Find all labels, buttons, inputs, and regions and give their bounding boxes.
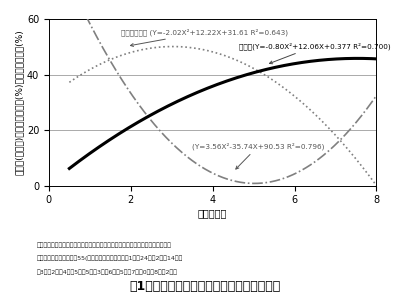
Y-axis label: 売上高(千万円)・公共補填割合(%)・赤字企業割合(%): 売上高(千万円)・公共補填割合(%)・赤字企業割合(%) (15, 30, 24, 175)
X-axis label: 事業部門数: 事業部門数 (198, 208, 227, 218)
Text: なお、サンプル数は全55(事業部門数別り内訳は、1事業24社、2事業14社、: なお、サンプル数は全55(事業部門数別り内訳は、1事業24社、2事業14社、 (37, 256, 183, 261)
Text: 注：図示した各近似曲線は事業部門数毎にデータを平滑化した計算結果である。: 注：図示した各近似曲線は事業部門数毎にデータを平滑化した計算結果である。 (37, 242, 171, 248)
Text: 赤字企業割合 (Y=-2.02X²+12.22X+31.61 R²=0.643): 赤字企業割合 (Y=-2.02X²+12.22X+31.61 R²=0.643) (120, 28, 287, 46)
Text: 3事業2社、4事業5社、5事業3社、6事業5社、7事業0社、8事業2社）: 3事業2社、4事業5社、5事業3社、6事業5社、7事業0社、8事業2社） (37, 269, 178, 274)
Text: 図1　多角化度合からみた三セクの経営指標: 図1 多角化度合からみた三セクの経営指標 (129, 280, 280, 293)
Text: (Y=3.56X²-35.74X+90.53 R²=0.796): (Y=3.56X²-35.74X+90.53 R²=0.796) (192, 142, 324, 169)
Text: 売上高(Y=-0.80X²+12.06X+0.377 R²=0.700): 売上高(Y=-0.80X²+12.06X+0.377 R²=0.700) (239, 42, 390, 64)
